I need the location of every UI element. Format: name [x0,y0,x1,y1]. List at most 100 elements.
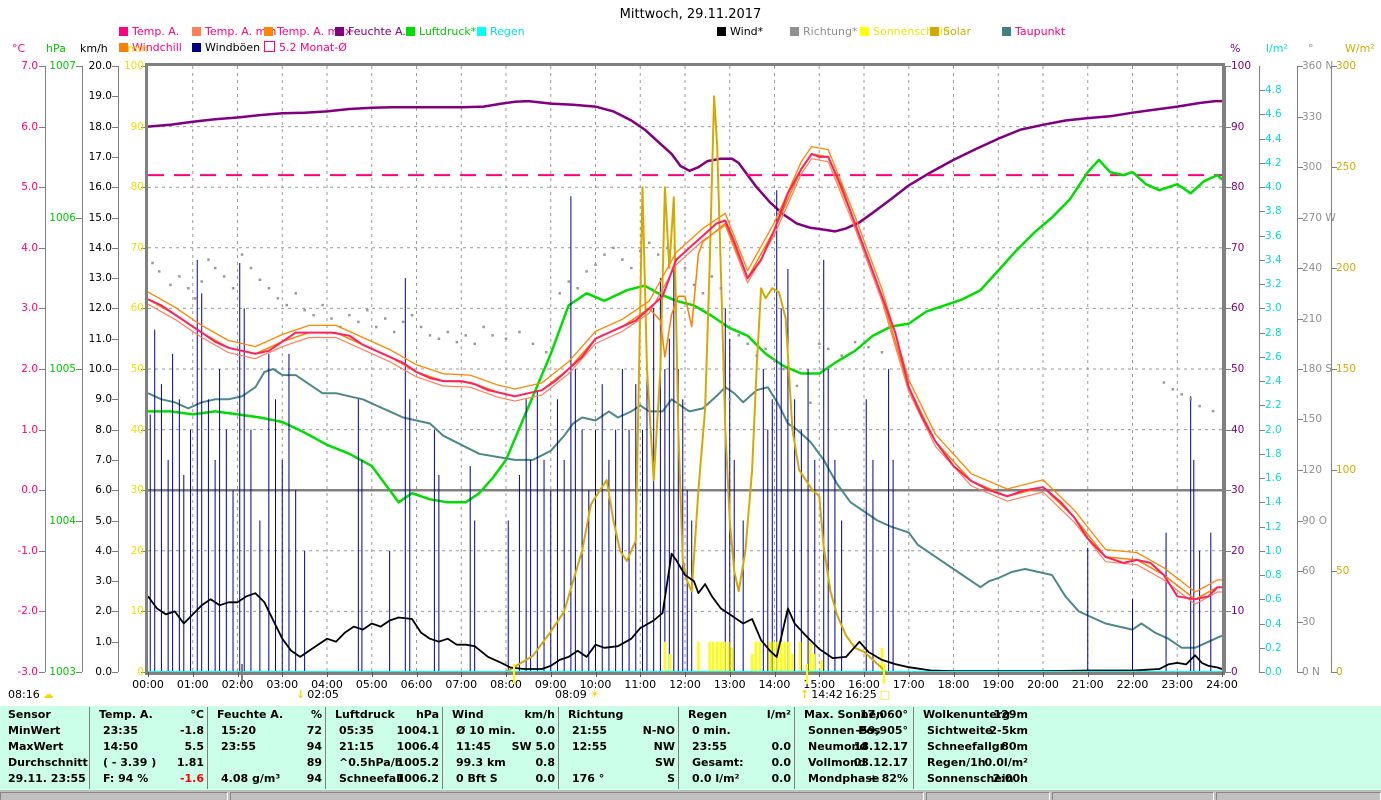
legend-label: Richtung* [803,25,858,38]
axis-tick-mark [39,66,45,67]
axis-tick-mark [1259,430,1265,431]
axis-tick-label: 100 [1231,60,1252,72]
table-cell-value: 2-5km [989,724,1028,737]
axis-tick-label: 3.4 [1265,254,1282,266]
series-richtung [701,292,705,295]
table-col-unit: hPa [415,708,439,721]
table-divider [678,707,679,789]
axis-tick-mark [1225,308,1231,309]
axis-unit: ° [1308,42,1314,55]
series-richtung [853,340,857,344]
legend-item: Solar [930,25,971,38]
table-col-header: Wind [452,708,484,721]
series-richtung [193,297,197,300]
axis-tick-mark [1225,369,1231,370]
axis-tick-label: 40 [130,424,144,436]
x-axis-tick [1132,672,1134,677]
legend-item: Temp. A. [119,25,179,38]
axis-tick-label: 60 [1302,565,1316,577]
legend-swatch-icon [264,41,275,52]
axis-tick-mark [1259,502,1265,503]
axis-tick-label: 0.0 [95,666,112,678]
axis-tick-mark [1331,369,1337,370]
series-richtung [473,342,476,346]
axis-tick-label: 80 [1231,181,1245,193]
axis-tick-mark [1225,551,1231,552]
table-cell-label: 23:55 [692,740,728,753]
x-axis-tick [371,672,373,677]
x-axis-label: 14:00 [758,678,791,691]
table-cell-value: + 82% [868,772,908,785]
table-divider [558,707,559,789]
series-richtung [207,258,210,261]
legend-item: Temp. A. min [192,25,276,38]
legend-swatch-icon [860,27,869,36]
series-richtung [187,287,190,290]
x-axis-tick [953,672,955,677]
table-cell-value: 94 [306,740,322,753]
series-richtung [795,384,799,388]
series-richtung [357,320,360,324]
series-richtung [213,266,217,270]
table-cell-label: Schneefall [339,772,404,785]
series-sonnenschein [772,641,775,672]
axis-tick-mark [112,521,118,522]
table-col-unit: 129m [993,708,1028,721]
table-cell-label: 14:50 [103,740,139,753]
axis-tick-mark [1297,571,1303,572]
series-richtung [755,354,758,357]
table-cell-label: 05:35 [339,724,375,737]
chart-plot [148,66,1222,672]
axis-tick-mark [1259,381,1265,382]
arrow-down-icon: ↓ [296,688,306,701]
table-col-header: Max. Sonnen [804,708,884,721]
series-sonnenschein [754,641,757,672]
series-temp-a-max [148,145,1222,593]
series-richtung [392,330,396,334]
axis-tick-label: 13.0 [88,272,112,284]
axis-tick-mark [141,369,147,370]
axis-line [82,66,83,672]
legend-swatch-icon [264,27,273,36]
axis-tick-mark [112,581,118,582]
series-richtung [621,258,624,261]
axis-tick-label: 0.8 [1265,569,1282,581]
series-richtung [151,261,154,265]
axis-tick-mark [39,308,45,309]
legend-label: Temp. A. max [277,25,352,38]
axis-tick-mark [1225,430,1231,431]
table-divider [794,707,795,789]
axis-tick-mark [76,672,82,673]
axis-tick-mark [76,66,82,67]
axis-tick-label: 0.4 [1265,618,1282,630]
axis-tick-label: 4.6 [1265,108,1282,120]
series-richtung [312,313,315,317]
axis-tick-label: 20 [1231,545,1245,557]
axis-tick-label: 60 [130,302,144,314]
axis-tick-label: 360 N [1302,60,1334,72]
table-cell-label: Schneefallgr [927,740,1006,753]
axis-tick-mark [1297,369,1303,370]
series-richtung [867,345,870,349]
axis-tick-label: 19.0 [88,90,112,102]
axis-tick-label: 240 [1302,262,1323,274]
series-sonnenschein [779,641,783,672]
axis-tick-label: 70 [1231,242,1245,254]
axis-tick-label: 50 [1231,363,1245,375]
axis-tick-label: 80 [130,181,144,193]
axis-tick-mark [1297,419,1303,420]
series-richtung [576,287,579,290]
table-cell-label: 0 min. [692,724,731,737]
axis-tick-mark [39,551,45,552]
x-axis-tick [1177,672,1179,677]
axis-tick-mark [1225,611,1231,612]
axis-tick-label: 150 [1302,413,1323,425]
table-cell-value: -59,905° [855,724,908,737]
legend-item: Windböen [192,41,260,54]
x-axis-label: 21:00 [1071,678,1104,691]
status-bar-segment [0,792,228,800]
axis-tick-label: 1.0 [21,424,38,436]
axis-tick-mark [112,278,118,279]
axis-tick-mark [1297,470,1303,471]
axis-tick-label: 60 [1231,302,1245,314]
